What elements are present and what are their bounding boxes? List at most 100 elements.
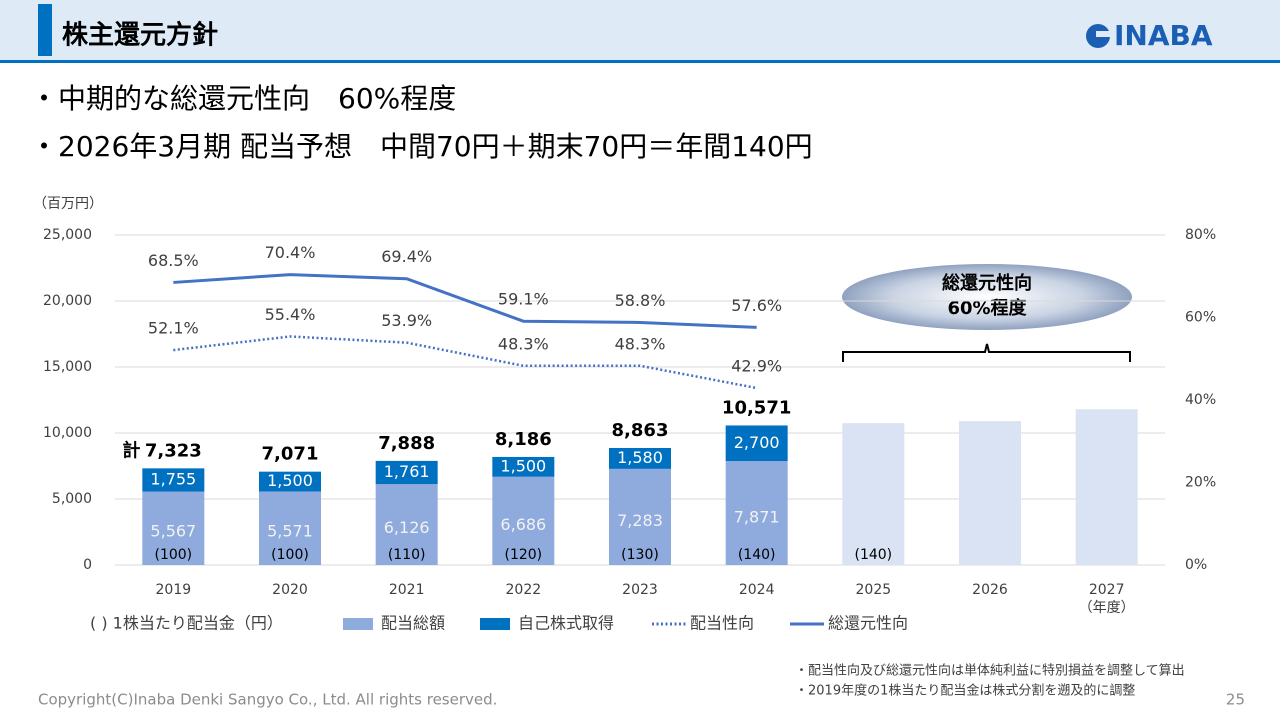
dps-label: (140) (738, 547, 776, 563)
line-value-label: 53.9% (381, 311, 432, 330)
bar-segment (492, 476, 555, 565)
note: ・配当性向及び総還元性向は単体純利益に特別損益を調整して算出 (795, 663, 1185, 679)
bar-segment (1075, 409, 1138, 565)
bar-value-label: 2,700 (734, 433, 780, 452)
y-tick-label: 5,000 (52, 491, 92, 507)
total-prefix: 計 (122, 439, 140, 461)
legend-label: 総還元性向 (828, 614, 908, 633)
total-label: 8,863 (612, 420, 669, 441)
x-tick-label: 2019 (156, 582, 192, 598)
x-tick-label: 2027 (1089, 582, 1125, 598)
note: ・2019年度の1株当たり配当金は株式分割を遡及的に調整 (795, 683, 1135, 699)
bar-value-label: 6,126 (384, 518, 430, 537)
line-series (173, 273, 757, 329)
header-accent (38, 4, 52, 56)
bullet: ・中期的な総還元性向 60%程度 (30, 82, 456, 115)
x-tick-label: 2021 (389, 582, 425, 598)
x-tick-label: 2020 (272, 582, 308, 598)
x-axis-label: （年度） (1079, 600, 1135, 616)
bar-segment (142, 468, 205, 492)
line-value-label: 58.8% (615, 291, 666, 310)
line-value-label: 55.4% (265, 305, 316, 324)
bar-value-label: 7,871 (734, 508, 780, 527)
bar-segment (609, 468, 671, 565)
total-label: 10,571 (722, 397, 791, 418)
bar-value-label: 7,283 (617, 511, 663, 530)
bar-segment (375, 484, 438, 565)
logo: INABA (1086, 19, 1213, 52)
bar-value-label: 1,580 (617, 448, 663, 467)
line-value-label: 52.1% (148, 319, 199, 338)
bar-segment (142, 491, 205, 565)
y2-tick-label: 60% (1185, 310, 1216, 326)
bar-value-label: 5,567 (150, 521, 196, 540)
bar-segment (492, 456, 555, 477)
total-label: 7,071 (262, 444, 319, 465)
y-tick-label: 15,000 (43, 359, 92, 375)
line-value-label: 57.6% (731, 296, 782, 315)
line-value-label: 48.3% (615, 334, 666, 353)
y2-tick-label: 20% (1185, 475, 1216, 491)
y-tick-label: 10,000 (43, 425, 92, 441)
page-number: 25 (1226, 691, 1245, 709)
x-tick-label: 2025 (856, 582, 892, 598)
slide-title: 株主還元方針 (62, 20, 218, 51)
y-tick-label: 20,000 (43, 293, 92, 309)
bar-value-label: 1,755 (150, 469, 196, 488)
dps-label: (100) (271, 547, 309, 563)
legend-label: 配当総額 (381, 614, 445, 633)
bar-value-label: 6,686 (500, 515, 546, 534)
x-tick-label: 2026 (972, 582, 1008, 598)
bar-segment (959, 421, 1021, 565)
bar-value-label: 1,500 (267, 471, 313, 490)
logo-text: INABA (1114, 19, 1213, 52)
dps-label: (110) (388, 547, 426, 563)
line-value-label: 59.1% (498, 290, 549, 309)
copyright: Copyright(C)Inaba Denki Sangyo Co., Ltd.… (38, 691, 497, 709)
bullet: ・2026年3月期 配当予想 中間70円＋期末70円＝年間140円 (30, 130, 813, 163)
line-value-label: 48.3% (498, 334, 549, 353)
bar-segment (609, 448, 671, 469)
legend-label: 配当性向 (690, 614, 754, 633)
line-value-label: 42.9% (731, 357, 782, 376)
y2-tick-label: 0% (1185, 557, 1207, 573)
bar-segment (259, 491, 321, 565)
legend-swatch (480, 618, 510, 630)
unit-label: （百万円） (33, 196, 103, 212)
bar-segment (375, 460, 438, 485)
total-label: 8,186 (495, 429, 552, 450)
logo-icon-cut (1096, 31, 1110, 37)
bar-value-label: 5,571 (267, 521, 313, 540)
y-tick-label: 25,000 (43, 227, 92, 243)
callout-bubble (842, 264, 1132, 330)
legend-label: ( ) 1株当たり配当金（円） (90, 614, 283, 633)
header-band (0, 0, 1280, 60)
line-value-label: 70.4% (265, 243, 316, 262)
total-label: 7,323 (145, 440, 202, 461)
bar-value-label: 1,761 (384, 462, 430, 481)
y2-tick-label: 40% (1185, 392, 1216, 408)
x-tick-label: 2023 (622, 582, 658, 598)
header-rule (0, 60, 1280, 63)
bar-segment (725, 461, 788, 565)
total-label: 7,888 (378, 433, 435, 454)
bar-value-label: 1,500 (500, 456, 546, 475)
y2-tick-label: 80% (1185, 227, 1216, 243)
line-series (173, 335, 757, 390)
dps-label: (100) (155, 547, 193, 563)
callout-text: 総還元性向 (942, 272, 1032, 294)
bar-segment (259, 471, 321, 492)
legend-swatch (343, 618, 373, 630)
legend-label: 自己株式取得 (518, 614, 614, 633)
y-tick-label: 0 (83, 557, 92, 573)
x-tick-label: 2024 (739, 582, 775, 598)
bar-segment (725, 425, 788, 462)
line-value-label: 68.5% (148, 251, 199, 270)
brace (842, 343, 1131, 362)
callout-text: 60%程度 (947, 297, 1027, 319)
dps-label: (120) (505, 547, 543, 563)
x-tick-label: 2022 (506, 582, 542, 598)
bar-segment (842, 423, 905, 565)
